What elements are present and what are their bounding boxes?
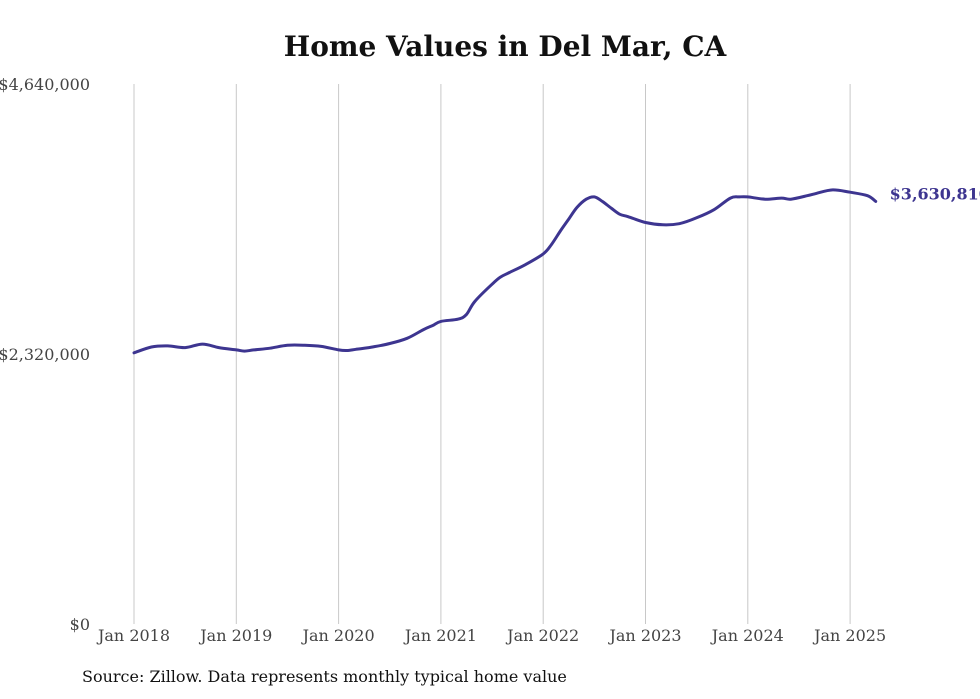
y-axis-ticks: $0 $2,320,000 $4,640,000 <box>0 75 90 634</box>
gridlines <box>133 84 851 624</box>
source-note: Source: Zillow. Data represents monthly … <box>82 667 567 686</box>
x-tick-label: Jan 2018 <box>96 626 170 645</box>
x-tick-label: Jan 2022 <box>505 626 579 645</box>
x-tick-label: Jan 2025 <box>812 626 886 645</box>
x-axis-ticks: Jan 2018 Jan 2019 Jan 2020 Jan 2021 Jan 2022… <box>96 626 886 645</box>
x-tick-label: Jan 2024 <box>710 626 784 645</box>
end-value-label: $3,630,810 <box>890 184 980 203</box>
y-tick-label: $2,320,000 <box>0 345 90 364</box>
y-tick-label: $0 <box>70 615 90 634</box>
x-tick-label: Jan 2021 <box>403 626 477 645</box>
chart-title: Home Values in Del Mar, CA <box>283 30 727 63</box>
x-tick-label: Jan 2020 <box>301 626 375 645</box>
x-tick-label: Jan 2023 <box>607 626 681 645</box>
x-tick-label: Jan 2019 <box>198 626 272 645</box>
home-value-line <box>132 188 878 355</box>
y-tick-label: $4,640,000 <box>0 75 90 94</box>
